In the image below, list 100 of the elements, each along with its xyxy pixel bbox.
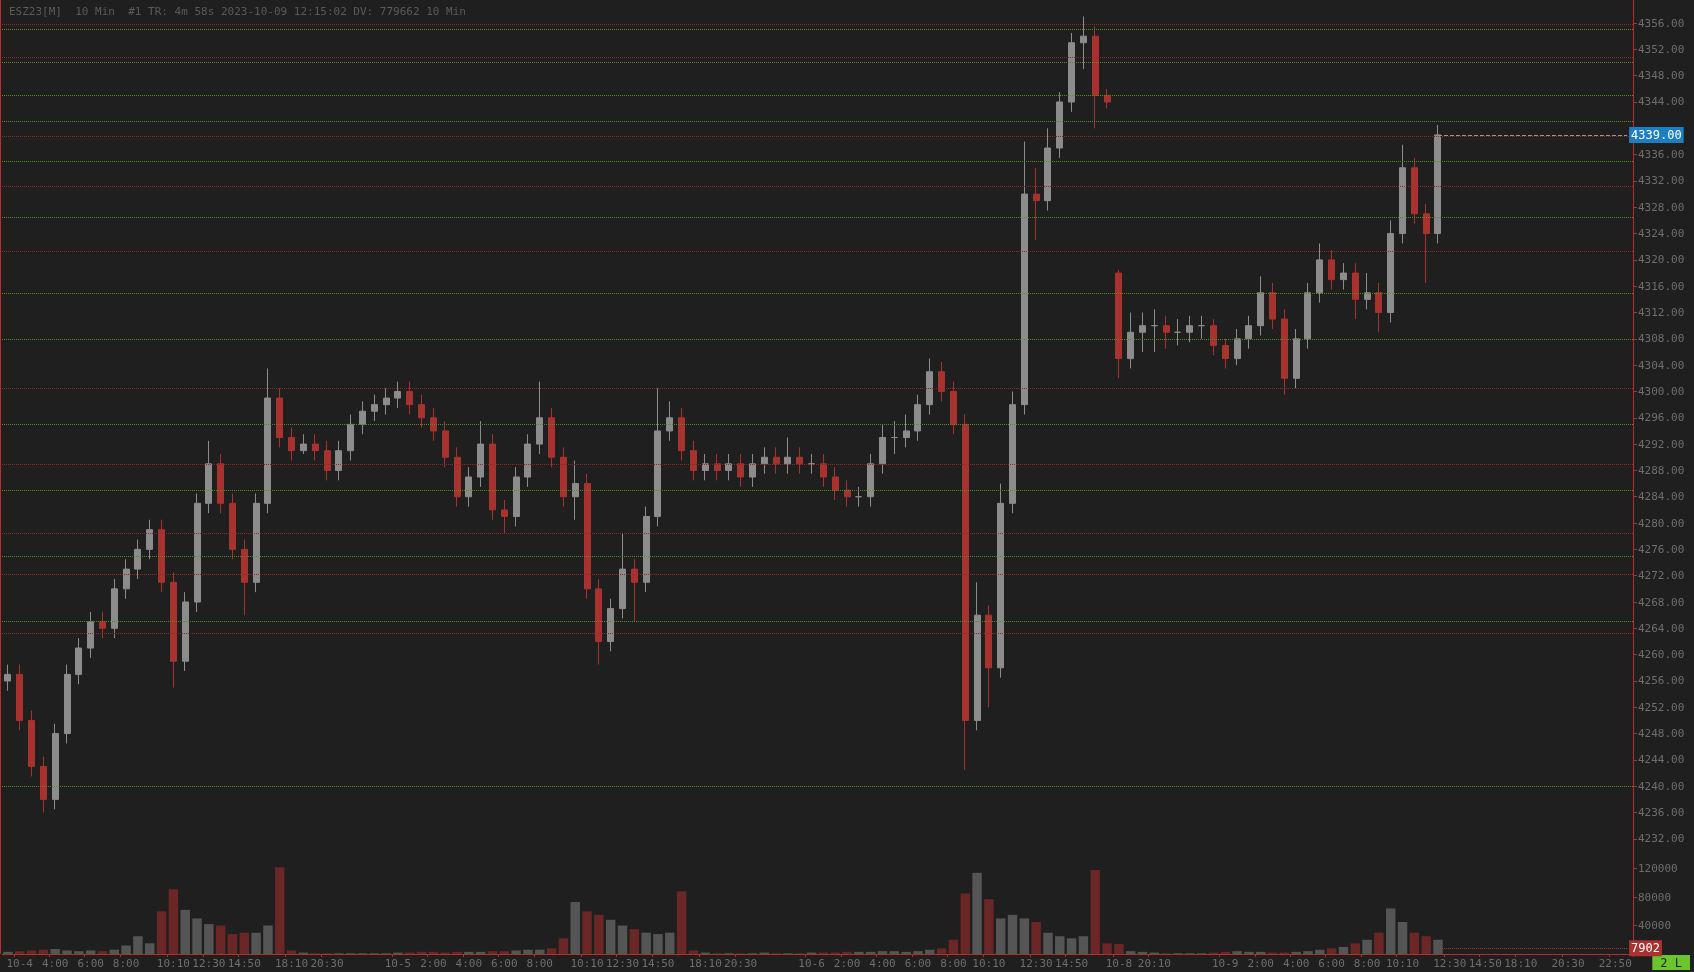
candlestick	[229, 492, 236, 560]
y-tick-label: 4356.00	[1638, 16, 1685, 30]
bar	[156, 911, 167, 954]
candlestick	[75, 637, 82, 685]
candlestick	[666, 400, 673, 442]
y-tick-label: 4312.00	[1638, 306, 1685, 320]
bar	[1409, 932, 1420, 954]
bar	[1043, 932, 1053, 954]
bar	[15, 951, 25, 954]
y-tick-label: 4276.00	[1638, 542, 1685, 556]
candlestick	[1245, 315, 1252, 350]
bar	[925, 949, 935, 954]
y-tick-label: 4232.00	[1638, 832, 1685, 846]
candlestick	[548, 407, 555, 468]
bar	[286, 950, 297, 954]
candlestick	[99, 611, 106, 639]
candlestick	[584, 473, 591, 600]
candlestick	[654, 387, 661, 527]
y-tick-label: 4280.00	[1638, 516, 1685, 530]
candlestick	[418, 394, 425, 429]
bar	[464, 951, 474, 954]
bar	[251, 932, 261, 954]
y-tick-label: 4268.00	[1638, 595, 1685, 609]
y-tick-label: 4344.00	[1638, 95, 1685, 109]
bar	[215, 925, 226, 954]
candlestick	[1115, 269, 1122, 379]
bar	[605, 919, 616, 954]
x-tick-label: 2:00	[1247, 957, 1274, 970]
candlestick	[1210, 318, 1217, 356]
bar	[546, 948, 557, 954]
bar	[1102, 943, 1112, 954]
y-tick-label: 4252.00	[1638, 700, 1685, 714]
bar	[1137, 951, 1148, 954]
candlestick	[1198, 315, 1205, 340]
candlestick	[572, 460, 579, 521]
candlestick	[1104, 88, 1111, 110]
candlestick	[217, 453, 224, 514]
y-tick-label: 4236.00	[1638, 806, 1685, 820]
bar	[74, 951, 84, 954]
candlestick	[276, 387, 283, 448]
candlestick	[678, 407, 685, 462]
x-tick-label: 18:10	[688, 957, 722, 970]
candlestick	[1234, 328, 1241, 366]
candlestick	[64, 664, 71, 744]
x-tick-label: 6:00	[491, 957, 518, 970]
candlestick	[903, 414, 910, 448]
candlestick	[454, 446, 461, 508]
bar	[570, 902, 580, 954]
candlestick	[123, 558, 130, 600]
bar	[26, 950, 37, 954]
candlestick	[158, 519, 165, 593]
x-tick-label: 12:30	[605, 957, 640, 970]
x-tick-label: 20:10	[1137, 957, 1171, 970]
bar	[1019, 918, 1030, 954]
candlestick	[1033, 167, 1040, 241]
candlestick	[1411, 157, 1418, 225]
bar	[3, 951, 13, 954]
y-tick-label: 4320.00	[1638, 253, 1685, 267]
bar	[475, 951, 486, 954]
candlestick	[205, 440, 212, 514]
bar	[204, 924, 214, 954]
bar	[1421, 936, 1431, 954]
candlestick	[1056, 91, 1063, 159]
bar	[594, 914, 604, 954]
bar	[558, 938, 569, 954]
bar	[487, 951, 498, 954]
x-tick-label: 12:30	[192, 957, 226, 970]
candlestick	[1163, 315, 1170, 350]
bar	[145, 943, 155, 954]
x-tick-label: 4:00	[41, 957, 69, 970]
candlestick	[891, 420, 898, 455]
bar	[109, 949, 120, 954]
bar	[1114, 944, 1124, 954]
candlestick	[241, 539, 248, 616]
x-tick-label: 20:30	[724, 957, 758, 970]
x-tick-label: 18:10	[275, 957, 309, 970]
x-tick-label: 10-5	[384, 957, 412, 970]
text: 2 L	[1660, 956, 1683, 970]
candlestick	[1328, 249, 1335, 290]
candlestick	[808, 453, 815, 475]
ref-line-label: 4339.00	[1631, 127, 1682, 142]
bar	[121, 945, 131, 954]
candlestick	[253, 492, 260, 593]
bar	[641, 932, 651, 954]
bar	[535, 949, 545, 954]
annotation: ESZ23[M] 10 Min #1 TR: 4m 58s 2023-10-09 12:15:02 DV: 779662 10 Min	[9, 5, 466, 18]
bar	[1220, 951, 1230, 954]
candlestick	[737, 453, 744, 488]
bar	[1055, 936, 1065, 954]
candlestick	[300, 433, 307, 455]
y-tick-label: 4300.00	[1638, 384, 1685, 398]
x-tick-label: 2:00	[833, 957, 861, 970]
y-tick-label: 4332.00	[1638, 174, 1685, 188]
candlestick	[536, 381, 543, 455]
bar	[865, 951, 876, 954]
candlestick	[524, 433, 531, 488]
candlestick	[867, 453, 874, 508]
y-tick-label: 4292.00	[1638, 437, 1685, 451]
candlestick	[560, 446, 567, 508]
y2-tick-label: 80000	[1638, 890, 1672, 904]
